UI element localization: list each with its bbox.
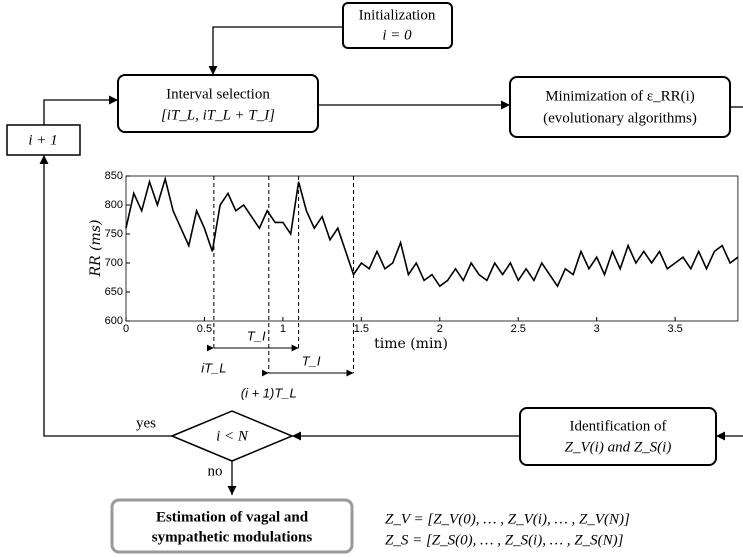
minimization-text: (evolutionary algorithms) [543,110,697,126]
ti-label: T_I [247,328,266,343]
no-label: no [208,463,223,479]
x-tick-label: 1 [280,323,286,335]
ti-label: T_I [302,353,321,368]
rr-line [125,175,739,288]
y-tick-label: 700 [105,257,123,269]
identification-box [519,407,717,466]
x-tick-label: 0.5 [197,323,212,335]
init-text: Initialization [359,7,436,23]
x-tick-label: 3.5 [668,323,683,335]
increment-box [6,124,81,156]
x-axis-label: time (min) [374,336,448,352]
i1tl-label: (i + 1)T_L [241,385,297,400]
itl-label: iT_L [201,360,226,375]
minimization-box [509,76,731,138]
yes-label: yes [136,415,156,431]
x-tick-label: 2.5 [511,323,526,335]
y-tick-label: 650 [105,286,123,298]
x-tick-label: 0 [123,323,129,335]
y-tick-label: 750 [105,228,123,240]
estimation-text: sympathetic modulations [152,529,313,545]
x-tick-label: 3 [594,323,600,335]
x-tick-label: 2 [437,323,443,335]
interval-box [117,74,319,133]
rr-plot: 600 650 700 750 800 850 0 0.5 1 1.5 2 2.5 3 3.5 T_I T_I… [88,170,739,400]
decision-diamond [170,410,294,462]
interval-text: [iT_L, iT_L + T_I] [161,107,275,123]
y-tick-label: 600 [105,315,123,327]
estimation-text: Estimation of vagal and [156,509,309,525]
plot-frame [125,175,739,322]
x-tick-label: 1.5 [354,323,369,335]
estimation-box [110,498,354,554]
identification-text: Z_V(i) and Z_S(i) [565,439,672,455]
formula: Z_V = [Z_V(0), … , Z_V(i), … , Z_V(N)] [385,511,630,527]
increment-text: i + 1 [28,132,57,148]
y-tick-label: 800 [105,199,123,211]
formula: Z_S = [Z_S(0), … , Z_S(i), … , Z_S(N)] [385,532,624,548]
init-box [342,2,453,49]
init-text: i = 0 [382,27,412,43]
identification-text: Identification of [569,418,666,434]
minimization-text: Minimization of ε_RR(i) [545,88,695,104]
y-axis-label: RR (ms) [88,220,104,278]
decision-text: i < N [216,428,249,444]
interval-text: Interval selection [166,86,270,102]
connectors [39,26,743,495]
y-tick-label: 850 [105,170,123,182]
